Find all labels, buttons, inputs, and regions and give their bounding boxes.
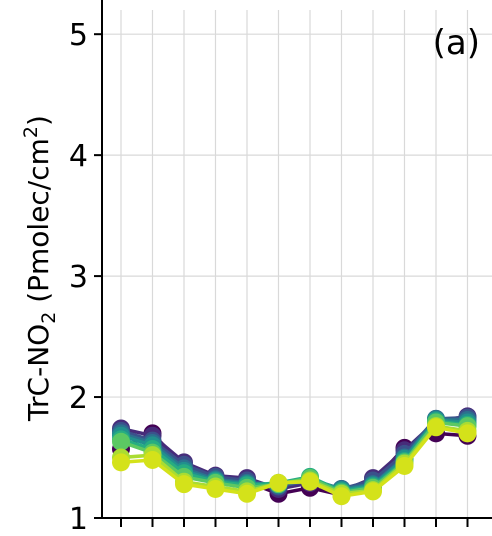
y-tick-label: 2 — [69, 381, 88, 416]
data-point — [395, 456, 414, 475]
data-point — [175, 475, 193, 494]
y-tick-label: 3 — [69, 260, 88, 295]
y-axis-label-mid: (Pmolec/cm — [22, 138, 55, 312]
y-axis-label-subscript: 2 — [38, 312, 60, 324]
data-point — [427, 418, 445, 437]
data-point — [206, 479, 225, 498]
data-point — [112, 432, 130, 451]
data-point — [458, 424, 477, 443]
data-point — [143, 450, 162, 469]
data-point — [112, 453, 130, 472]
data-point — [364, 482, 382, 501]
panel-label: (a) — [433, 23, 480, 63]
y-tick-label: 5 — [69, 18, 88, 53]
y-tick-label: 4 — [69, 139, 88, 174]
y-axis-label: TrC-NO2 (Pmolec/cm2) — [20, 115, 60, 422]
series-layer — [112, 407, 477, 506]
y-axis-label-suffix: ) — [22, 115, 55, 126]
y-axis-label-superscript: 2 — [20, 126, 42, 138]
axes: 1 2 3 4 5 — [69, 0, 492, 536]
y-axis-label-prefix: TrC-NO — [22, 324, 55, 422]
data-point — [332, 487, 351, 506]
data-point — [269, 473, 288, 492]
data-point — [238, 484, 256, 503]
data-point — [301, 472, 319, 491]
y-tick-label: 1 — [69, 502, 88, 532]
